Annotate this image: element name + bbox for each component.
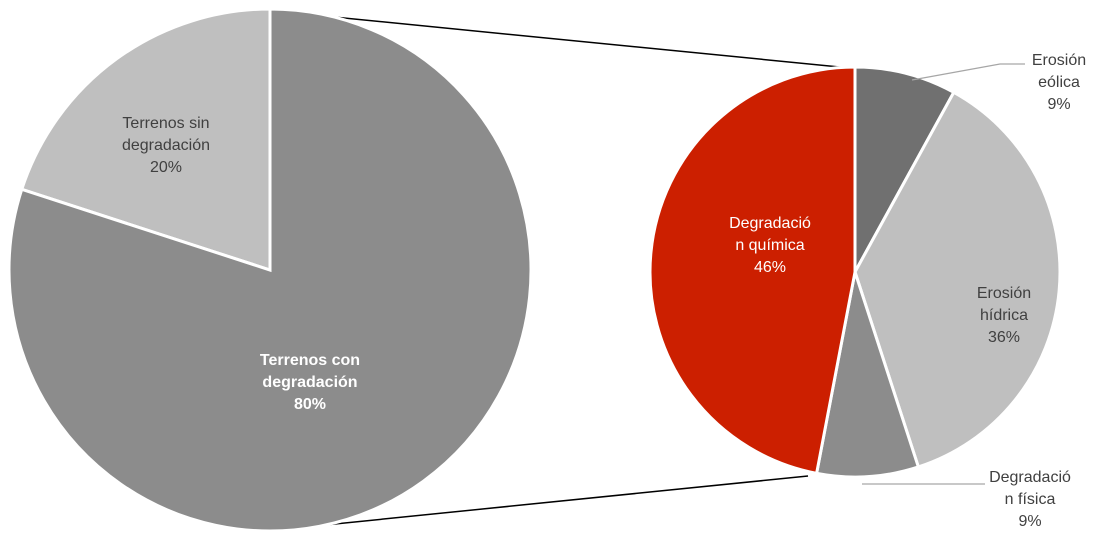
main-pie-slice [7,7,533,533]
data-label: Terrenos con degradación 80% [260,352,360,413]
data-label-line: degradación [122,137,210,154]
data-label-line: Erosión [1032,52,1086,69]
secondary-pie-slice [853,90,1062,469]
data-label-line: Degradació [729,215,811,232]
data-label-line: n física [1005,491,1056,508]
data-label-line: Terrenos sin [122,115,209,132]
data-label-line: n química [735,237,804,254]
data-label: Erosión eólica 9% [1032,52,1086,113]
data-label: Terrenos sin degradación 20% [122,115,210,176]
data-label-line: 9% [1018,513,1041,530]
data-label-line: 9% [1047,96,1070,113]
connector-line-top [282,11,871,71]
data-label-line: Terrenos con [260,352,360,369]
data-label-line: 46% [754,259,786,276]
data-label: Degradació n química 46% [729,215,811,276]
data-label: Erosión hídrica 36% [977,285,1031,346]
leader-line-erosion-eolica [911,63,1025,81]
data-label-line: 36% [988,329,1020,346]
main-pie-slice [19,7,272,273]
data-label-line: eólica [1038,74,1080,91]
data-label-line: degradación [262,374,357,391]
data-label-line: 20% [150,159,182,176]
data-label-line: Degradació [989,469,1071,486]
data-label-line: Erosión [977,285,1031,302]
connector-line-bottom [304,475,809,528]
data-label-line: hídrica [980,307,1028,324]
secondary-pie-slice [648,65,857,476]
data-label-line: 80% [294,396,326,413]
data-label: Degradació n física 9% [989,469,1071,530]
secondary-pie-slice [814,271,921,479]
secondary-pie-slice [853,65,956,273]
